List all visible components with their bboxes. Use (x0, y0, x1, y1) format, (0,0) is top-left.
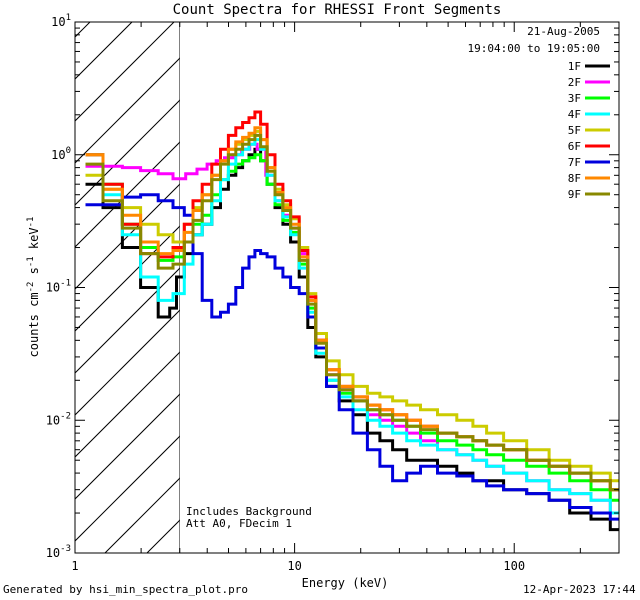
annotation-attenuator: Att A0, FDecim 1 (186, 517, 292, 530)
legend-label-4F: 4F (568, 108, 581, 121)
generated-by-text: Generated by hsi_min_spectra_plot.pro (3, 583, 249, 596)
hatch-line (483, 0, 640, 553)
y-axis-label: counts cm-2 s-1 keV-1 (26, 217, 41, 358)
legend-label-1F: 1F (568, 60, 581, 73)
hatch-line (75, 183, 180, 290)
hatch-line (609, 0, 640, 553)
y-tick-label: 10-1 (46, 279, 71, 295)
legend-label-5F: 5F (568, 124, 581, 137)
series-7F-line (85, 193, 619, 521)
series-8F-line (85, 126, 619, 492)
x-axis-label: Energy (keV) (302, 576, 389, 590)
annotation-time-range: 19:04:00 to 19:05:00 (468, 42, 600, 55)
hatch-line (441, 0, 640, 553)
series-5F-line (85, 129, 619, 483)
excluded-energy-hatch (75, 0, 640, 553)
axis-ticks: 1 10 100 10-3 10-2 10-1 100 101 (46, 13, 620, 573)
series-layer (85, 110, 619, 532)
hatch-line (75, 351, 180, 458)
legend-label-2F: 2F (568, 76, 581, 89)
legend: 1F 2F 3F 4F 5F 6F 7F 8F 9F (568, 60, 610, 201)
legend-label-6F: 6F (568, 140, 581, 153)
x-tick-label: 100 (503, 559, 525, 573)
annotation-background: Includes Background (186, 505, 312, 518)
hatch-line (75, 99, 180, 206)
timestamp-text: 12-Apr-2023 17:44 (523, 583, 636, 596)
legend-label-8F: 8F (568, 172, 581, 185)
series-4F-line (85, 138, 619, 515)
y-tick-label: 101 (51, 13, 71, 29)
x-tick-label: 1 (71, 559, 78, 573)
hatch-line (75, 309, 180, 416)
hatch-line (525, 0, 640, 553)
legend-label-7F: 7F (568, 156, 581, 169)
legend-label-9F: 9F (568, 188, 581, 201)
y-tick-label: 10-2 (46, 411, 71, 427)
y-tick-label: 10-3 (46, 544, 71, 560)
hatch-line (75, 141, 180, 248)
hatch-line (75, 393, 180, 500)
annotation-date: 21-Aug-2005 (527, 25, 600, 38)
hatch-line (75, 267, 180, 374)
series-9F-line (85, 133, 619, 492)
legend-label-3F: 3F (568, 92, 581, 105)
x-tick-label: 10 (287, 559, 301, 573)
hatch-line (75, 57, 180, 164)
y-tick-label: 100 (51, 146, 71, 162)
chart-title: Count Spectra for RHESSI Front Segments (173, 2, 502, 18)
hatch-line (75, 225, 180, 332)
series-1F-line (85, 147, 619, 532)
